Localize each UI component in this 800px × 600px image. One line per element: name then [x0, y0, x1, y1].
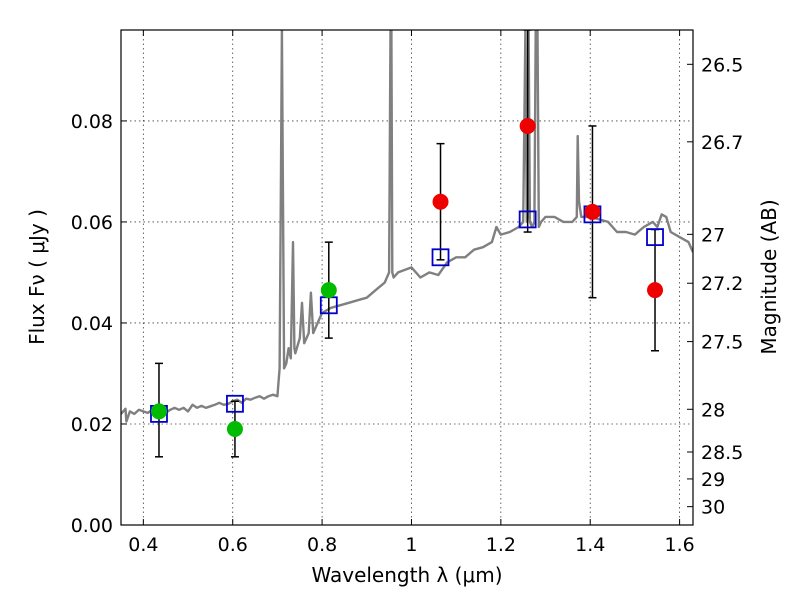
magnitude-axis-title: Magnitude (AB) [757, 199, 781, 354]
x-axis-title: Wavelength λ (μm) [311, 563, 502, 587]
model-square [226, 394, 244, 413]
data-point-red [432, 193, 449, 210]
data-point-green [226, 421, 243, 438]
model-square [431, 248, 450, 267]
magnitude-tick-label: 26.5 [701, 54, 743, 76]
observed-point-layer [150, 117, 664, 438]
x-tick-label: 1 [405, 534, 417, 556]
magnitude-tick-label: 27.5 [701, 332, 743, 354]
y-tick-label: 0.02 [71, 414, 113, 436]
model-square [646, 228, 664, 246]
magnitude-tick-label: 29 [701, 469, 725, 491]
plot-frame [120, 29, 694, 526]
y-tick-label: 0.08 [71, 111, 113, 133]
x-tick-label: 0.8 [307, 534, 337, 556]
y-tick-label: 0.04 [71, 313, 113, 335]
magnitude-tick-label: 27 [701, 224, 725, 246]
magnitude-tick-label: 30 [701, 497, 725, 519]
x-tick-label: 1.4 [575, 534, 605, 556]
data-point-green [150, 403, 167, 420]
spectrum-layer [121, 30, 693, 423]
spectrum-line [121, 30, 693, 423]
magnitude-tick-label: 27.2 [701, 273, 743, 295]
y-tick-label: 0.00 [71, 515, 113, 537]
x-tick-label: 0.6 [218, 534, 248, 556]
y-tick-label: 0.06 [71, 212, 113, 234]
data-point-red [584, 203, 601, 220]
magnitude-tick-label: 28 [701, 399, 725, 421]
data-point-red [519, 117, 536, 134]
data-point-red [647, 282, 664, 299]
magnitude-tick-label: 28.5 [701, 442, 743, 464]
gridlines [121, 30, 693, 525]
y-axis-title: Flux Fν ( μJy ) [25, 209, 49, 345]
x-tick-label: 1.2 [486, 534, 516, 556]
model-square [518, 210, 537, 229]
data-point-green [320, 282, 337, 299]
magnitude-tick-label: 26.7 [701, 132, 743, 154]
x-tick-label: 0.4 [128, 534, 158, 556]
axis-ticks: 0.4 0.6 0.8 1 1.2 1.4 1.6 0.00 0.02 0.04 0.06 0.08 2… [71, 30, 743, 556]
x-tick-label: 1.6 [664, 534, 694, 556]
